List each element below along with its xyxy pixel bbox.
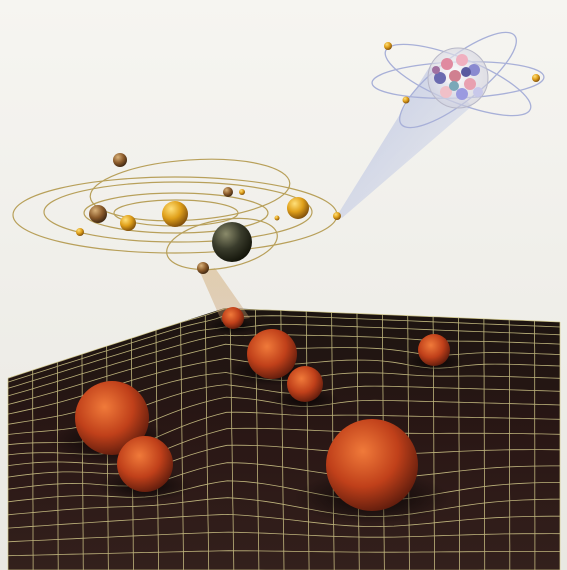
- electron: [532, 74, 540, 82]
- spacetime-grid: [7, 308, 561, 570]
- sun: [162, 201, 188, 227]
- grid-line: [7, 444, 561, 478]
- planet: [274, 215, 280, 221]
- orbit-ring: [89, 158, 291, 222]
- grid-line: [7, 480, 561, 503]
- atom: [371, 31, 545, 129]
- nucleons: [432, 54, 483, 100]
- well-sphere: [287, 366, 323, 402]
- planet: [89, 205, 107, 223]
- orbit-ring: [83, 192, 269, 234]
- electron: [402, 96, 410, 104]
- planet: [76, 228, 84, 236]
- planet: [120, 215, 136, 231]
- earth: [212, 222, 252, 262]
- planets: [76, 153, 341, 274]
- grid-line: [7, 550, 560, 557]
- planet: [287, 197, 309, 219]
- well-sphere: [117, 436, 173, 492]
- orbit-ring: [43, 181, 313, 243]
- grid-line: [7, 315, 561, 383]
- well-sphere: [247, 329, 297, 379]
- orbit-ring: [166, 217, 278, 271]
- planet: [333, 212, 341, 220]
- moon: [197, 262, 209, 274]
- well-sphere: [222, 307, 244, 329]
- projection-beam-to-atom: [338, 66, 472, 218]
- grid-line: [7, 531, 561, 543]
- grid-line: [7, 323, 561, 389]
- well-sphere: [418, 334, 450, 366]
- well-sphere: [326, 419, 418, 511]
- grid-line: [7, 497, 561, 517]
- planet: [239, 189, 245, 195]
- grid-line: [7, 308, 561, 379]
- electron: [384, 42, 392, 50]
- well-sphere: [75, 381, 149, 455]
- grid-line: [7, 513, 560, 529]
- gravity-well-spheres: [75, 307, 450, 511]
- planet: [223, 187, 233, 197]
- grid-line: [7, 427, 561, 466]
- planet: [113, 153, 127, 167]
